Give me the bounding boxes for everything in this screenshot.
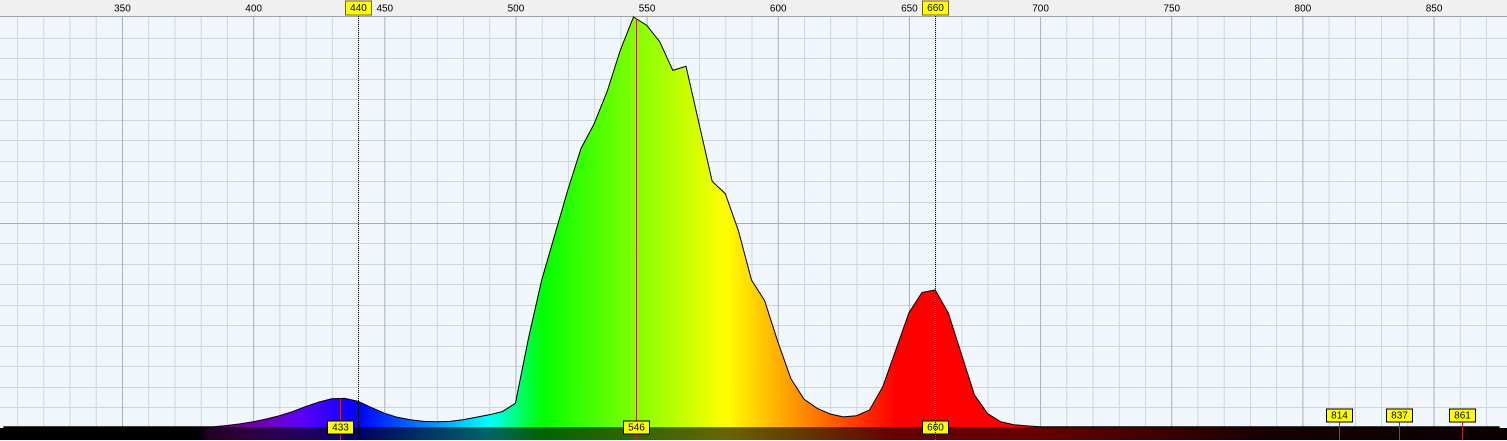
peak-label: 861 bbox=[1454, 411, 1471, 422]
baseline-shade bbox=[0, 428, 1507, 440]
peak-label-box bbox=[1326, 408, 1353, 423]
x-tick-label: 650 bbox=[901, 4, 918, 15]
peak-label-box bbox=[1386, 408, 1413, 423]
x-tick-label: 750 bbox=[1163, 4, 1180, 15]
x-tick-label: 700 bbox=[1032, 4, 1049, 15]
peak-label: 433 bbox=[332, 423, 349, 434]
peak-label-box bbox=[327, 420, 354, 435]
x-tick-label: 800 bbox=[1295, 4, 1312, 15]
x-tick-label: 350 bbox=[114, 4, 131, 15]
x-tick-label: 850 bbox=[1426, 4, 1443, 15]
peak-label: 814 bbox=[1331, 411, 1348, 422]
spectrum-area bbox=[3, 16, 1500, 429]
peak-label: 837 bbox=[1391, 411, 1408, 422]
x-tick-label: 550 bbox=[639, 4, 656, 15]
peak-label-box bbox=[1449, 408, 1476, 423]
peak-label: 546 bbox=[628, 423, 645, 434]
x-tick-label: 600 bbox=[770, 4, 787, 15]
marker-label-box bbox=[345, 0, 372, 16]
x-tick-label: 400 bbox=[245, 4, 262, 15]
peak-label-box bbox=[623, 420, 650, 435]
marker-label: 660 bbox=[927, 3, 944, 14]
marker-label-box bbox=[922, 0, 949, 16]
axis-bar bbox=[0, 0, 1507, 16]
x-tick-label: 500 bbox=[508, 4, 525, 15]
x-tick-label: 450 bbox=[376, 4, 393, 15]
marker-label: 440 bbox=[350, 3, 367, 14]
